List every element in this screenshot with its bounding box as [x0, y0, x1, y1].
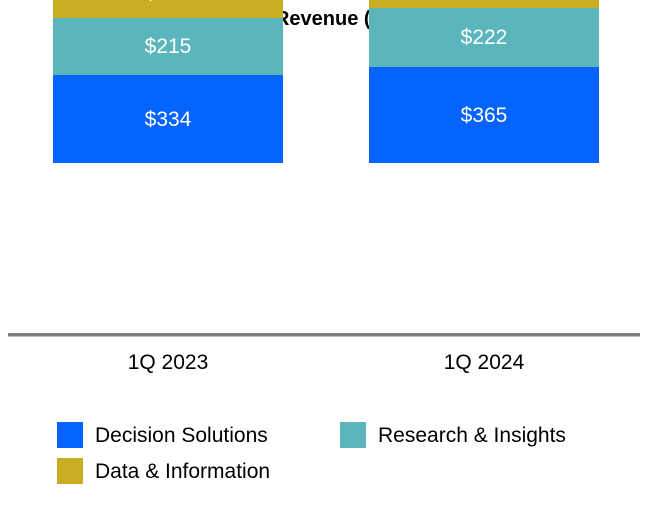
legend-color-swatch-icon: [340, 422, 366, 448]
bar-segment-data-information[interactable]: $188: [53, 0, 283, 18]
bar-segment-decision-solutions[interactable]: $365: [369, 67, 599, 163]
bar-segment-value-label: $365: [460, 103, 508, 127]
chart-legend: Decision Solutions Research & Insights D…: [0, 412, 650, 502]
category-label-1q-2023: 1Q 2023: [127, 351, 209, 374]
legend-color-swatch-icon: [57, 422, 83, 448]
legend-color-swatch-icon: [57, 458, 83, 484]
legend-item-data-information[interactable]: Data & Information: [57, 458, 270, 484]
bar-column: $212 $222 $365: [369, 0, 599, 163]
bar-segment-research-insights[interactable]: $215: [53, 18, 283, 75]
bar-segment-research-insights[interactable]: $222: [369, 8, 599, 67]
bar-segment-value-label: $334: [144, 107, 192, 131]
category-label-1q-2024: 1Q 2024: [443, 351, 525, 374]
bar-column: $188 $215 $334: [53, 0, 283, 163]
bar-segment-data-information[interactable]: $212: [369, 0, 599, 8]
bar-segment-value-label: $215: [144, 35, 192, 58]
bar-segment-value-label: $222: [460, 26, 508, 49]
legend-item-research-insights[interactable]: Research & Insights: [340, 422, 566, 448]
plot-area: $737 $188 $215 $334 $799 $212: [8, 0, 640, 374]
legend-item-label: Data & Information: [95, 459, 271, 483]
bar-segment-value-label: $188: [145, 0, 192, 4]
bar-segment-decision-solutions[interactable]: $334: [53, 75, 283, 163]
legend-item-label: Research & Insights: [378, 423, 566, 447]
legend-item-decision-solutions[interactable]: Decision Solutions: [57, 422, 268, 448]
x-axis-line: [8, 333, 640, 337]
legend-item-label: Decision Solutions: [95, 423, 268, 447]
